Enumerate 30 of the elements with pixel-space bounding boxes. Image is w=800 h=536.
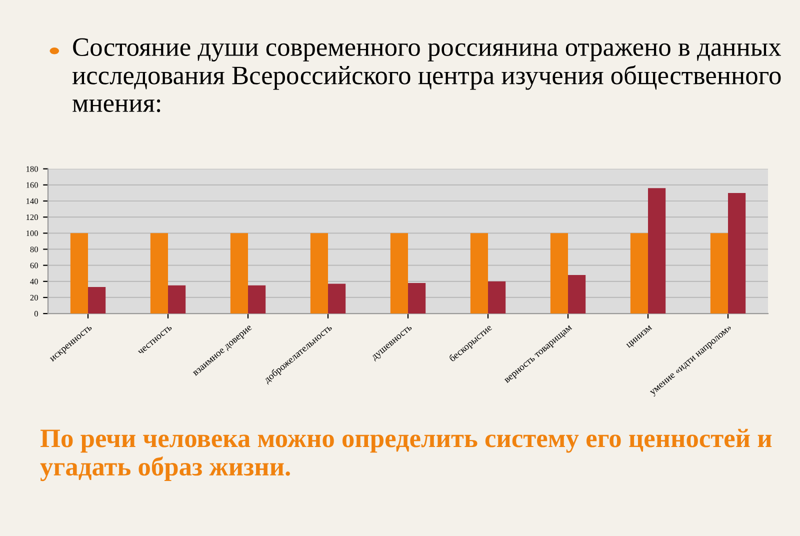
y-tick-label: 160 [26, 182, 38, 188]
y-tick-label: 120 [26, 214, 38, 220]
bar [648, 188, 666, 314]
bar [248, 285, 266, 314]
bar [630, 233, 648, 314]
bar [568, 274, 586, 314]
text: По речи человека можно определить систему его ценностей и угадать образ жизни. [40, 428, 772, 482]
y-tick-label: 100 [26, 230, 38, 236]
chart-title: Состояние души современного россиянина отражено в данных исследования Всероссийского центра изучения общественного мнения: [72, 38, 782, 112]
bar [88, 287, 106, 314]
bar [328, 284, 346, 314]
bar [408, 283, 426, 314]
y-tick-label: 40 [30, 278, 38, 284]
bar [168, 285, 186, 314]
y-tick-label: 60 [30, 262, 38, 268]
bar [230, 233, 248, 314]
bar [550, 233, 568, 314]
bar [710, 233, 728, 314]
bar [70, 233, 88, 314]
y-tick-label: 140 [26, 198, 38, 204]
bar [728, 192, 746, 314]
y-tick-label: 0 [34, 310, 38, 317]
bar [150, 233, 168, 314]
y-tick-label: 20 [30, 294, 38, 300]
bar [488, 281, 506, 314]
bar [310, 233, 328, 314]
y-tick-label: 180 [26, 166, 38, 172]
bar [470, 233, 488, 314]
y-tick-label: 80 [30, 246, 38, 252]
bar [390, 233, 408, 314]
